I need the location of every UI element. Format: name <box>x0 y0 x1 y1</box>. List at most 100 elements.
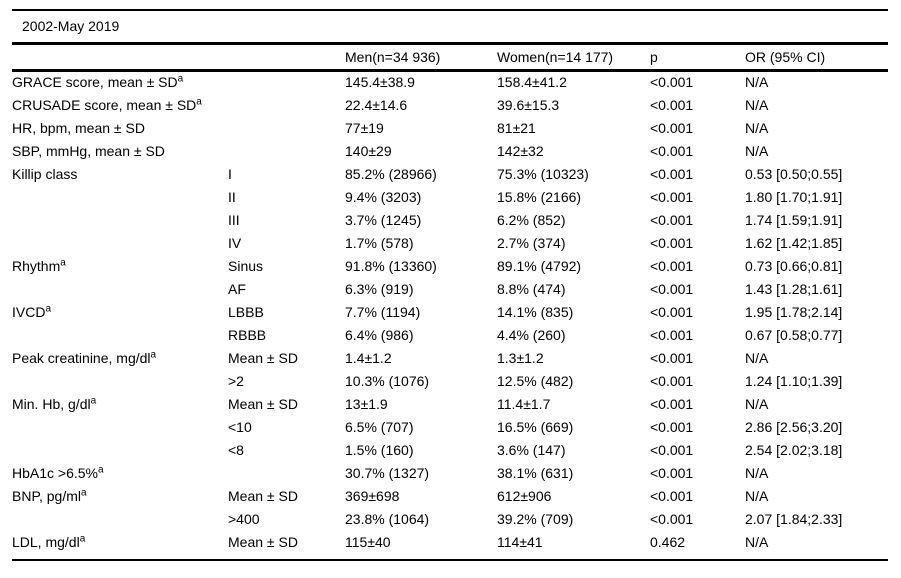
cell-men-value: 6.4% (986) <box>345 326 414 343</box>
header-men: Men(n=34 936) <box>345 48 441 65</box>
superscript-marker: a <box>79 532 86 544</box>
cell-sublabel <box>228 116 345 139</box>
cell-label: LDL, mg/dla <box>12 530 228 553</box>
cell-label <box>12 415 228 438</box>
header-sublabel-spacer <box>228 45 345 70</box>
cell-p-value: <0.001 <box>650 188 694 205</box>
cell-or-value: 1.74 [1.59;1.91] <box>745 211 843 228</box>
cell-label <box>12 231 228 254</box>
row-label: IVCD <box>12 303 46 320</box>
cell-p-value: <0.001 <box>650 441 694 458</box>
table-row: CRUSADE score, mean ± SDa 22.4±14.6 39.6±1… <box>12 93 888 116</box>
cell-or-value: 1.43 [1.28;1.61] <box>745 280 843 297</box>
table-row: >2 10.3% (1076) 12.5% (482) <0.001 1.24 [1.1… <box>12 369 888 392</box>
cell-label: BNP, pg/mla <box>12 484 228 507</box>
cell-women-value: 142±32 <box>497 142 544 159</box>
cell-women-value: 4.4% (260) <box>497 326 566 343</box>
cell-or-value: N/A <box>745 74 769 91</box>
cell-or-value: 1.62 [1.42;1.85] <box>745 234 843 251</box>
cell-p-value: <0.001 <box>650 464 694 481</box>
cell-men-value: 1.5% (160) <box>345 441 414 458</box>
table-row: III 3.7% (1245) 6.2% (852) <0.001 1.74 [1.59… <box>12 208 888 231</box>
cell-women-value: 81±21 <box>497 119 536 136</box>
superscript-marker: a <box>150 348 157 360</box>
cell-women-value: 89.1% (4792) <box>497 257 582 274</box>
row-label: Killip class <box>12 165 78 182</box>
cell-or-value: 0.53 [0.50;0.55] <box>745 165 843 182</box>
cell-women-value: 8.8% (474) <box>497 280 566 297</box>
cell-label: Killip class <box>12 162 228 185</box>
table-row: BNP, pg/mla Mean ± SD 369±698 612±906 <0.001… <box>12 484 888 507</box>
table-grid: Men(n=34 936) Women(n=14 177) p OR (95% … <box>12 45 888 553</box>
cell-p-value: <0.001 <box>650 257 694 274</box>
cell-sublabel: >2 <box>228 372 244 389</box>
superscript-marker: a <box>45 302 52 314</box>
table-row: Rhythma Sinus 91.8% (13360) 89.1% (4792) <0.… <box>12 254 888 277</box>
cell-women-value: 39.6±15.3 <box>497 96 560 113</box>
cell-women-value: 16.5% (669) <box>497 418 574 435</box>
header-label-spacer <box>12 45 228 70</box>
cell-label: IVCDa <box>12 300 228 323</box>
cell-women-value: 3.6% (147) <box>497 441 566 458</box>
header-row: Men(n=34 936) Women(n=14 177) p OR (95% … <box>12 45 888 70</box>
cell-label <box>12 507 228 530</box>
table-row: HbA1c >6.5%a 30.7% (1327) 38.1% (631) <0.00… <box>12 461 888 484</box>
cell-sublabel: I <box>228 165 232 182</box>
cell-men-value: 9.4% (3203) <box>345 188 422 205</box>
superscript-marker: a <box>60 256 66 268</box>
cell-sublabel: II <box>228 188 236 205</box>
cell-p-value: <0.001 <box>650 96 694 113</box>
cell-or-value: N/A <box>745 119 769 136</box>
cell-women-value: 75.3% (10323) <box>497 165 589 182</box>
cell-or-value: 0.73 [0.66;0.81] <box>745 257 843 274</box>
row-label: Rhythm <box>12 257 61 274</box>
row-label: HR, bpm, mean ± SD <box>12 119 145 136</box>
table-body: GRACE score, mean ± SDa 145.4±38.9 158.4±4… <box>12 70 888 553</box>
cell-or-value: N/A <box>745 395 769 412</box>
cell-men-value: 115±40 <box>345 533 391 550</box>
cell-sublabel: Mean ± SD <box>228 395 298 412</box>
cell-p-value: <0.001 <box>650 326 694 343</box>
cell-or-value: 2.86 [2.56;3.20] <box>745 418 843 435</box>
cell-women-value: 1.3±1.2 <box>497 349 544 366</box>
cell-or-value: N/A <box>745 533 769 550</box>
cell-women-value: 11.4±1.7 <box>497 395 551 412</box>
superscript-marker: a <box>177 73 184 85</box>
cell-men-value: 23.8% (1064) <box>345 510 430 527</box>
cell-women-value: 114±41 <box>497 533 543 550</box>
cell-men-value: 22.4±14.6 <box>345 96 408 113</box>
table-row: >400 23.8% (1064) 39.2% (709) <0.001 2.07 [1… <box>12 507 888 530</box>
row-label: BNP, pg/ml <box>12 487 81 504</box>
cell-p-value: <0.001 <box>650 303 694 320</box>
cell-sublabel: <10 <box>228 418 252 435</box>
cell-or-value: 2.07 [1.84;2.33] <box>745 510 843 527</box>
cell-men-value: 1.7% (578) <box>345 234 414 251</box>
table-row: SBP, mmHg, mean ± SD 140±29 142±32 <0.001 N/… <box>12 139 888 162</box>
table-row: Peak creatinine, mg/dla Mean ± SD 1.4±1.2 1… <box>12 346 888 369</box>
cell-or-value: 1.95 [1.78;2.14] <box>745 303 843 320</box>
cell-women-value: 14.1% (835) <box>497 303 574 320</box>
row-label: SBP, mmHg, mean ± SD <box>12 142 165 159</box>
cell-p-value: <0.001 <box>650 119 694 136</box>
cell-sublabel: IV <box>228 234 242 251</box>
cell-or-value: 1.24 [1.10;1.39] <box>745 372 843 389</box>
cell-label: HR, bpm, mean ± SD <box>12 116 228 139</box>
cell-label: Rhythma <box>12 254 228 277</box>
cell-p-value: <0.001 <box>650 165 694 182</box>
cell-sublabel <box>228 70 345 93</box>
cell-label: GRACE score, mean ± SDa <box>12 70 228 93</box>
cell-women-value: 158.4±41.2 <box>497 74 567 91</box>
row-label: LDL, mg/dl <box>12 533 80 550</box>
cell-sublabel: AF <box>228 280 246 297</box>
cell-sublabel: Mean ± SD <box>228 349 298 366</box>
table-row: AF 6.3% (919) 8.8% (474) <0.001 1.43 [1.28;1… <box>12 277 888 300</box>
cell-men-value: 369±698 <box>345 487 400 504</box>
cell-men-value: 85.2% (28966) <box>345 165 437 182</box>
cell-or-value: 1.80 [1.70;1.91] <box>745 188 843 205</box>
cell-or-value: N/A <box>745 142 769 159</box>
header-women: Women(n=14 177) <box>497 48 614 65</box>
cell-women-value: 2.7% (374) <box>497 234 566 251</box>
cell-p-value: <0.001 <box>650 487 694 504</box>
row-label: CRUSADE score, mean ± SD <box>12 96 197 113</box>
table-title: 2002-May 2019 <box>12 11 888 45</box>
